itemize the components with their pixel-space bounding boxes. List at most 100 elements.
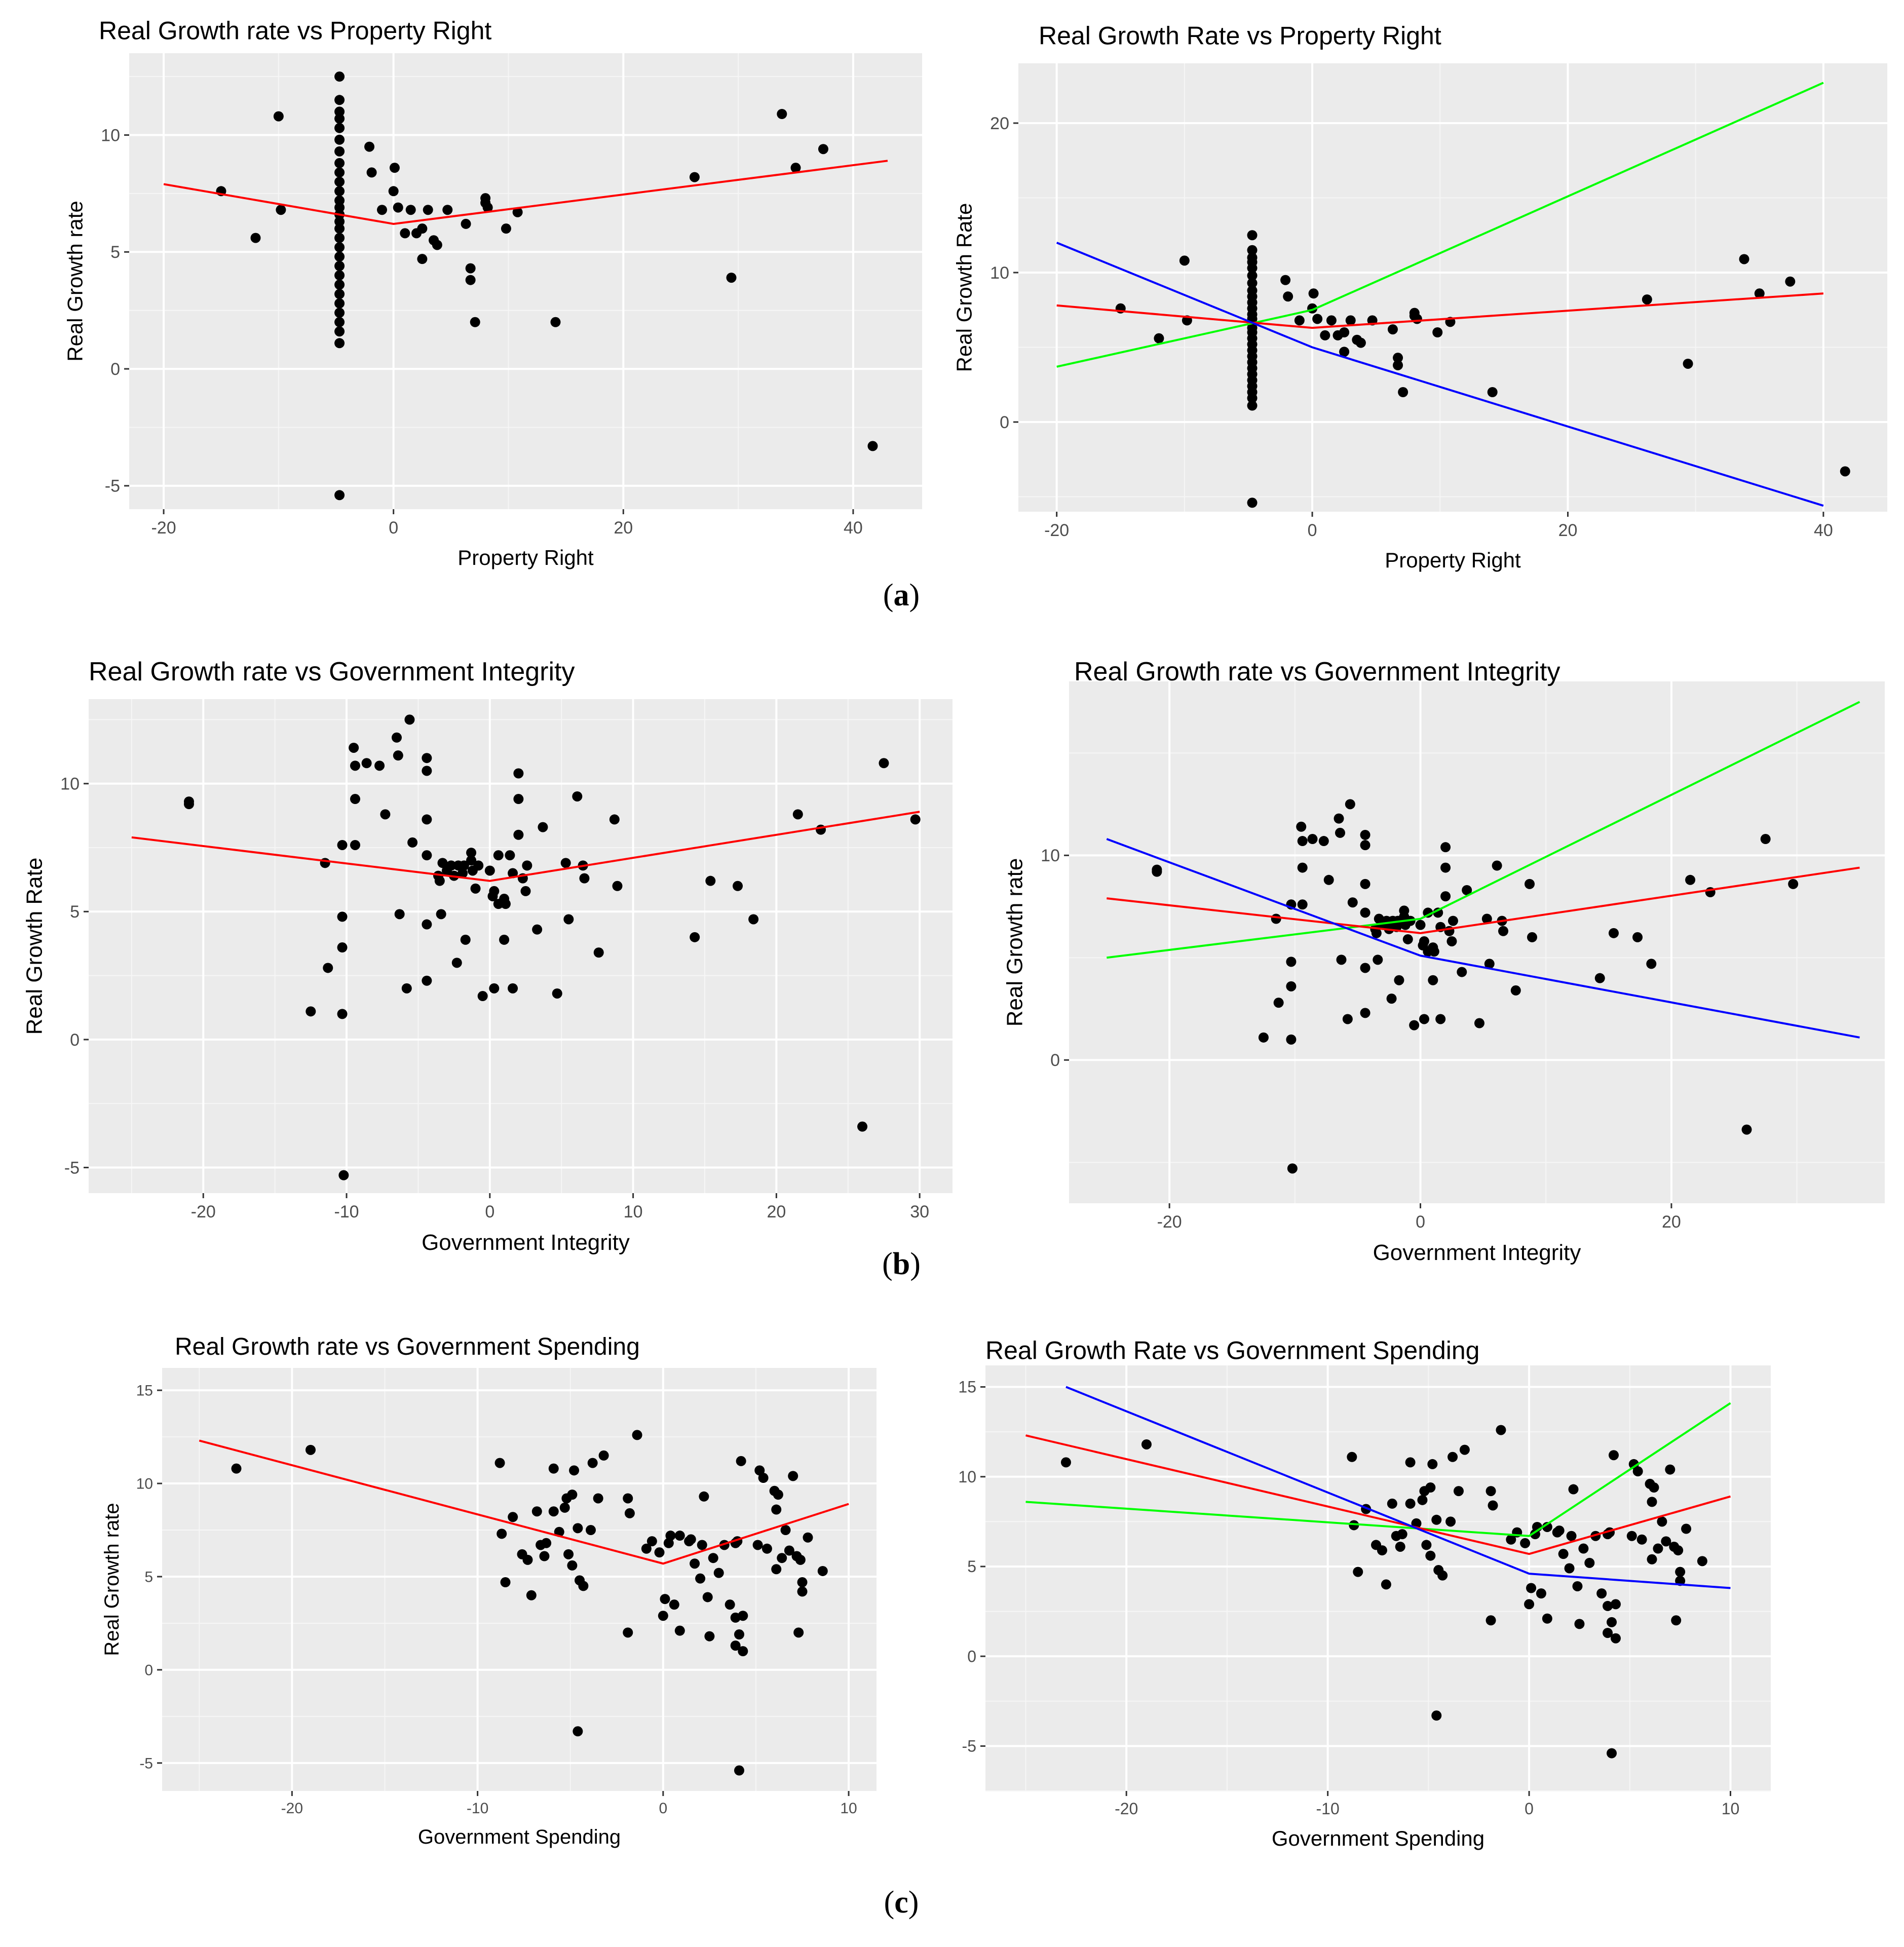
data-point [1542, 1613, 1552, 1624]
data-point [493, 850, 504, 861]
data-point [771, 1564, 782, 1575]
data-point [1336, 955, 1347, 965]
chart-svg: -20 0 20 40 0 10 20 Real Growth Rate vs Propert… [953, 22, 1887, 572]
data-point [422, 753, 432, 763]
data-point [1320, 330, 1330, 340]
data-point [793, 1627, 804, 1638]
series-line-fit [199, 1439, 849, 1565]
y-tick-label: 0 [110, 360, 120, 379]
data-point [704, 1631, 715, 1641]
data-point [466, 855, 477, 866]
data-point [422, 850, 432, 861]
series-line-lower [1056, 242, 1824, 507]
y-tick-label: 5 [144, 1569, 153, 1585]
data-point [459, 860, 469, 871]
data-point [1297, 862, 1308, 873]
data-point [1646, 959, 1657, 969]
y-tick-label: -5 [105, 477, 120, 496]
data-point [612, 881, 623, 891]
data-point [1632, 1466, 1643, 1477]
plot-background [1069, 681, 1885, 1203]
data-point [1419, 936, 1429, 946]
data-point [1788, 879, 1799, 889]
data-point [734, 1765, 744, 1776]
data-point [1296, 821, 1307, 832]
chart-title: Real Growth Rate vs Government Spending [985, 1337, 1480, 1365]
data-point [417, 223, 428, 234]
data-point [624, 1508, 635, 1518]
data-point [1360, 907, 1370, 918]
data-point [1574, 1619, 1585, 1629]
data-point [473, 860, 484, 871]
data-point [1626, 1531, 1637, 1541]
data-point [1437, 1570, 1448, 1581]
x-tick-label: -10 [1316, 1800, 1340, 1818]
data-point [1673, 1545, 1684, 1556]
data-point [572, 791, 583, 801]
data-point [1572, 1581, 1583, 1591]
y-tick-label: 15 [136, 1383, 153, 1399]
x-tick-label: 10 [624, 1202, 643, 1221]
y-tick-label: -5 [962, 1737, 976, 1755]
data-point [1481, 913, 1492, 924]
data-point [1459, 1444, 1470, 1455]
data-point [910, 814, 921, 825]
data-point [1377, 1545, 1387, 1556]
data-point [818, 144, 828, 155]
data-point [1492, 860, 1502, 871]
data-point [391, 732, 402, 743]
data-point [780, 1525, 791, 1536]
series-line-fit [163, 160, 888, 225]
data-point [1334, 813, 1344, 824]
data-point [632, 1430, 642, 1440]
data-point [306, 1006, 316, 1017]
data-point [393, 202, 403, 213]
data-point [500, 1577, 511, 1588]
data-point [1247, 400, 1258, 411]
x-tick-label: 40 [844, 518, 863, 538]
data-point [437, 858, 448, 868]
data-point [1294, 315, 1305, 326]
data-point [1425, 1550, 1436, 1561]
data-point [695, 1573, 706, 1584]
data-point [442, 205, 453, 215]
data-point [1568, 1484, 1579, 1495]
x-tick-label: 30 [910, 1202, 929, 1221]
data-point [538, 822, 548, 832]
x-tick-label: -10 [334, 1202, 359, 1221]
data-point [1647, 1554, 1657, 1564]
data-point [738, 1646, 748, 1657]
y-tick-label: 10 [136, 1476, 153, 1493]
chart-svg: -20 -10 0 10 -5 0 5 10 15 Real Growth rate vs Gov… [101, 1333, 877, 1848]
data-point [1349, 1520, 1359, 1531]
x-axis-label: Property Right [458, 546, 594, 569]
data-point [646, 1536, 657, 1547]
data-point [1360, 840, 1370, 851]
x-tick-label: -20 [151, 518, 176, 538]
data-point [690, 1558, 700, 1569]
data-point [777, 109, 787, 119]
data-point [407, 837, 418, 848]
data-point [422, 814, 432, 825]
data-point [1360, 879, 1370, 889]
x-tick-label: 20 [614, 518, 633, 538]
data-point [1487, 387, 1498, 397]
chart-title: Real Growth rate vs Property Right [99, 17, 491, 45]
data-point [1594, 973, 1605, 983]
data-point [338, 1170, 349, 1180]
data-point [1657, 1516, 1667, 1527]
data-point [376, 205, 387, 215]
data-point [726, 273, 737, 283]
data-point [1653, 1543, 1663, 1554]
chart-a-right: -20 0 20 40 0 10 20 Real Growth Rate vs Propert… [942, 0, 1904, 583]
data-point [593, 947, 604, 958]
x-tick-label: -20 [1157, 1212, 1182, 1232]
data-point [334, 317, 345, 327]
data-point [334, 298, 345, 309]
data-point [401, 983, 412, 994]
data-point [1339, 327, 1350, 337]
data-point [1421, 1540, 1432, 1550]
data-point [334, 134, 345, 145]
x-tick-label: -20 [281, 1800, 303, 1817]
plot-background [1018, 63, 1887, 512]
